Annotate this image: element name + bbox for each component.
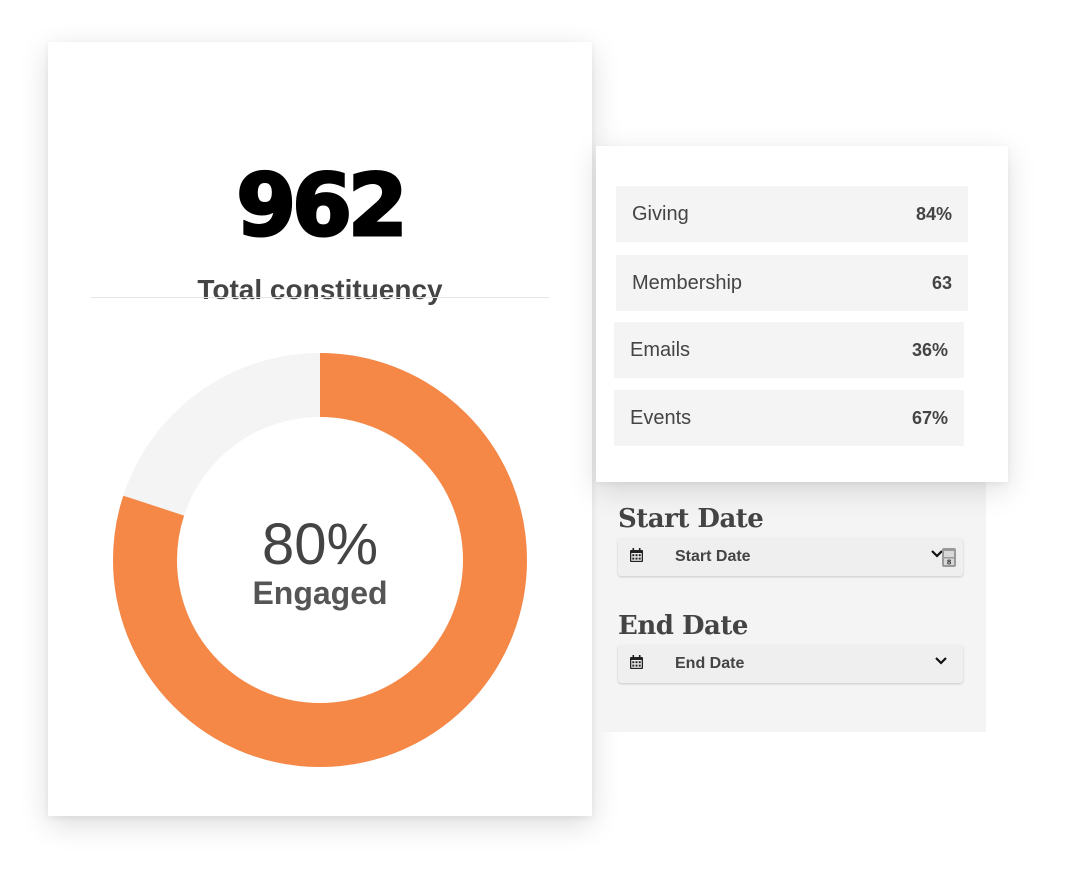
engagement-breakdown-card: Giving 84% Membership 63 Emails 36% Even… [596, 146, 1008, 482]
end-date-heading: End Date [618, 611, 748, 641]
date-filter-panel: Start Date Start Date [598, 470, 986, 732]
constituency-card: 962 Total constituency 80% Engaged [48, 42, 592, 816]
engaged-label: Engaged [252, 575, 388, 611]
total-constituency-value-wrap: 962 [48, 156, 592, 256]
calendar-icon [630, 655, 643, 669]
date-picker-icon[interactable]: 8 [941, 546, 957, 568]
stat-row-emails: Emails 36% [614, 322, 964, 378]
start-date-placeholder: Start Date [675, 548, 751, 565]
stat-label: Giving [632, 202, 689, 225]
stat-value: 67% [911, 407, 948, 428]
svg-text:8: 8 [947, 559, 952, 567]
engagement-donut-chart [113, 353, 527, 767]
engaged-percent: 80% [261, 512, 379, 577]
stat-value: 84% [915, 203, 952, 224]
total-constituency-label: Total constituency [197, 274, 443, 305]
start-date-heading: Start Date [618, 504, 764, 534]
chevron-down-icon [931, 550, 943, 558]
stat-row-events: Events 67% [614, 390, 964, 446]
total-constituency-value: 962 [235, 156, 410, 256]
end-date-placeholder: End Date [675, 655, 745, 672]
donut-engaged-arc [113, 353, 527, 767]
start-date-select[interactable]: Start Date 8 [618, 538, 963, 576]
stat-row-membership: Membership 63 [616, 255, 968, 311]
stat-label: Membership [632, 271, 743, 294]
chevron-down-icon [935, 657, 947, 665]
end-date-select[interactable]: End Date [618, 645, 963, 683]
stat-row-giving: Giving 84% [616, 186, 968, 242]
card-divider [91, 297, 549, 298]
calendar-icon [630, 548, 643, 562]
stat-label: Emails [630, 338, 691, 361]
donut-center-label: 80% Engaged [112, 512, 528, 611]
stat-value: 63 [931, 272, 952, 293]
stat-value: 36% [911, 339, 948, 360]
stat-label: Events [630, 406, 692, 429]
